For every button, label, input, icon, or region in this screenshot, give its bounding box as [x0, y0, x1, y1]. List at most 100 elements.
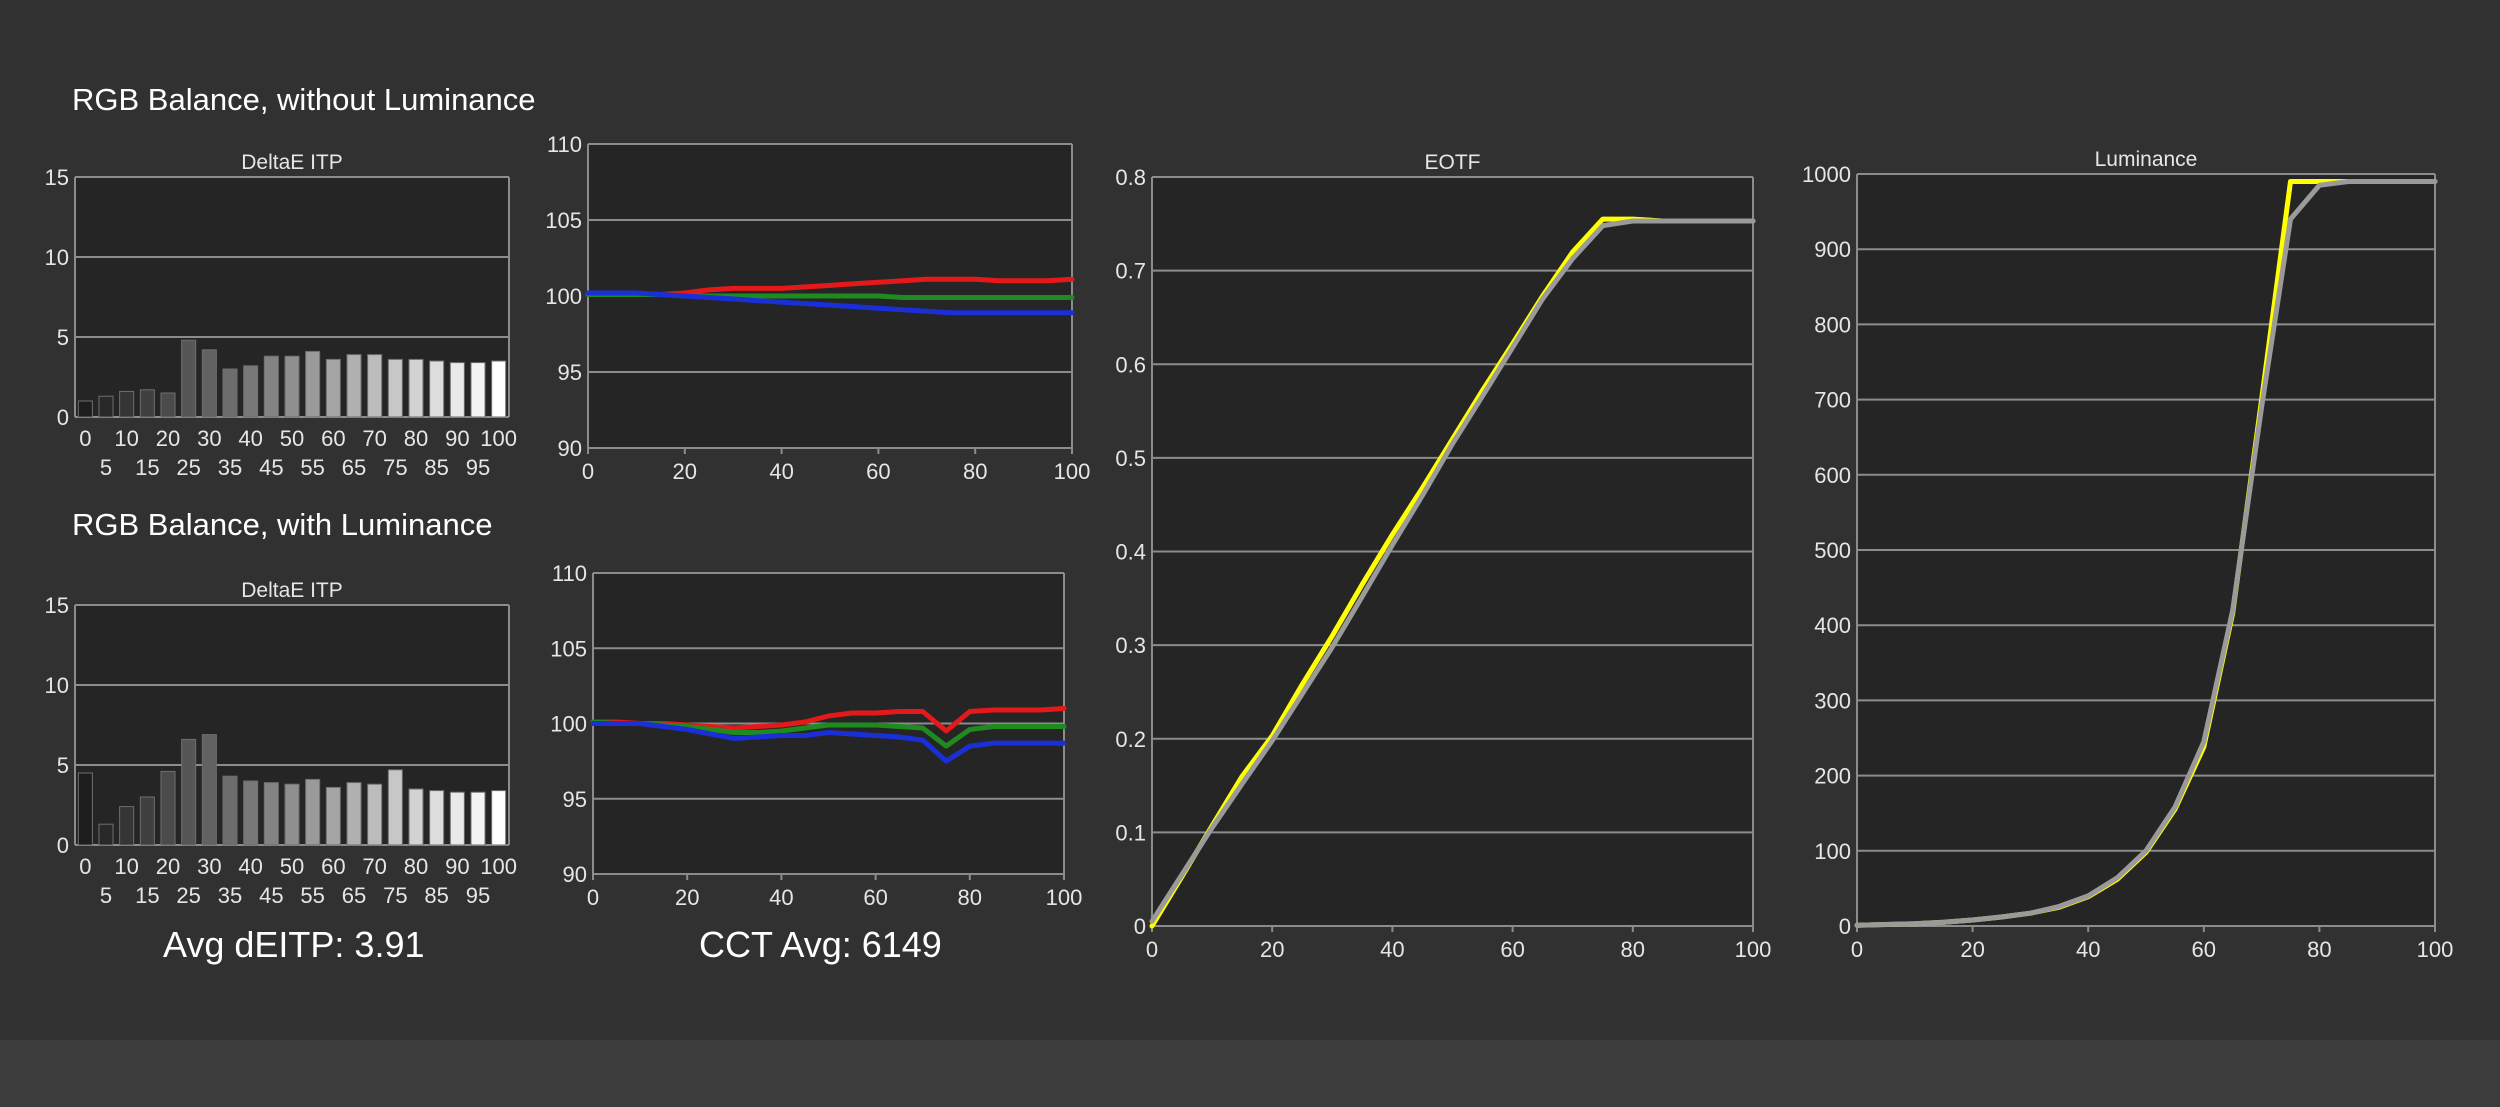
deltae_bottom-x-tick-label: 100	[480, 854, 517, 879]
rgb_bottom-y-tick-label: 95	[563, 787, 587, 812]
deltae_top-bar	[367, 354, 383, 418]
eotf-x-tick-label: 60	[1500, 937, 1524, 962]
deltae_bottom-bar	[160, 770, 176, 846]
luminance-y-tick-label: 1000	[1802, 162, 1851, 187]
deltae_top-y-tick-label: 0	[57, 405, 69, 430]
deltae_top-x-tick-label: 70	[362, 426, 386, 451]
deltae_bottom-x-tick-label: 75	[383, 883, 407, 908]
rgb_bottom-y-tick-label: 90	[563, 862, 587, 887]
deltae_top-bar	[160, 392, 176, 418]
deltae_bottom-bar	[449, 791, 465, 846]
eotf-title: EOTF	[1425, 151, 1481, 174]
deltae_bottom-bar	[387, 769, 403, 846]
deltae_bottom-x-tick-label: 45	[259, 883, 283, 908]
deltae_bottom-bar	[429, 790, 445, 846]
rgb_top-y-tick-label: 90	[558, 436, 582, 461]
deltae_bottom-x-tick-label: 20	[156, 854, 180, 879]
luminance-y-tick-label: 800	[1814, 312, 1851, 337]
deltae_top-x-tick-label: 35	[218, 455, 242, 480]
section-title-top: RGB Balance, without Luminance	[72, 82, 536, 117]
deltae_bottom-title: DeltaE ITP	[241, 579, 343, 602]
deltae_bottom-bar	[98, 823, 114, 846]
avg-deitp-label: Avg dEITP: 3.91	[163, 924, 425, 965]
deltae_bottom-bar	[346, 782, 362, 846]
deltae_bottom-bar	[491, 790, 507, 846]
deltae_bottom-y-tick-label: 5	[57, 753, 69, 778]
deltae_top-x-tick-label: 45	[259, 455, 283, 480]
deltae_bottom-x-tick-label: 50	[280, 854, 304, 879]
eotf-y-tick-label: 0.4	[1115, 540, 1146, 565]
deltae_bottom-y-tick-label: 10	[45, 673, 69, 698]
luminance-y-tick-label: 600	[1814, 463, 1851, 488]
cct-avg-label: CCT Avg: 6149	[699, 924, 942, 965]
deltae_bottom-y-tick-label: 15	[45, 593, 69, 618]
rgb_bottom-x-tick-label: 100	[1046, 885, 1083, 910]
luminance-y-tick-label: 300	[1814, 688, 1851, 713]
rgb_bottom-x-tick-label: 60	[863, 885, 887, 910]
rgb_bottom-y-tick-label: 105	[550, 636, 587, 661]
rgb_bottom-y-tick-label: 100	[550, 712, 587, 737]
deltae_top-bar	[387, 358, 403, 418]
luminance-series-line-1	[1854, 179, 2438, 928]
deltae_top-bar	[119, 390, 135, 418]
deltae_top-bar	[222, 368, 238, 418]
deltae_top-y-tick-label: 10	[45, 245, 69, 270]
luminance-title: Luminance	[2095, 148, 2198, 171]
deltae_top-x-tick-label: 15	[135, 455, 159, 480]
luminance-y-tick-label: 0	[1839, 914, 1851, 939]
deltae_bottom-x-tick-label: 55	[300, 883, 324, 908]
deltae_top-x-tick-label: 100	[480, 426, 517, 451]
deltae_bottom-x-tick-label: 35	[218, 883, 242, 908]
luminance-x-tick-label: 80	[2307, 937, 2331, 962]
deltae_bottom-bar	[263, 782, 279, 846]
deltae_bottom-bar	[181, 738, 197, 846]
deltae_bottom-bar	[325, 786, 341, 846]
deltae_top-bar	[470, 362, 486, 418]
eotf-y-tick-label: 0.2	[1115, 727, 1146, 752]
eotf-x-tick-label: 0	[1146, 937, 1158, 962]
deltae_bottom-x-tick-label: 30	[197, 854, 221, 879]
deltae_bottom-y-tick-label: 0	[57, 833, 69, 858]
rgb_top-x-tick-label: 100	[1054, 459, 1091, 484]
deltae_bottom-bar	[284, 783, 300, 846]
rgb_bottom-x-tick-label: 20	[675, 885, 699, 910]
rgb_top-x-tick-label: 60	[866, 459, 890, 484]
deltae_bottom-bar	[222, 775, 238, 846]
rgb_bottom-y-tick-label: 110	[552, 561, 587, 586]
eotf-y-tick-label: 0.6	[1115, 352, 1146, 377]
deltae_top-bar	[346, 354, 362, 418]
deltae_top-x-tick-label: 40	[238, 426, 262, 451]
deltae_top-bar	[408, 358, 424, 418]
deltae_bottom-bar	[119, 806, 135, 846]
deltae_top-x-tick-label: 60	[321, 426, 345, 451]
deltae_top-bar	[77, 400, 93, 418]
deltae_bottom-bar	[201, 734, 217, 846]
eotf-series-line-1	[1149, 218, 1756, 924]
luminance-x-tick-label: 100	[2417, 937, 2454, 962]
deltae_top-x-tick-label: 20	[156, 426, 180, 451]
deltae_top-x-tick-label: 75	[383, 455, 407, 480]
deltae_bottom-x-tick-label: 5	[100, 883, 112, 908]
section-title-bottom: RGB Balance, with Luminance	[72, 507, 493, 542]
rgb_top-y-tick-label: 100	[545, 284, 582, 309]
deltae_bottom-bar	[139, 796, 155, 846]
deltae_top-x-tick-label: 25	[176, 455, 200, 480]
eotf-x-tick-label: 40	[1380, 937, 1404, 962]
luminance-x-tick-label: 0	[1851, 937, 1863, 962]
eotf-x-tick-label: 100	[1735, 937, 1772, 962]
deltae_top-bar	[201, 349, 217, 418]
eotf-y-tick-label: 0.5	[1115, 446, 1146, 471]
deltae_bottom-bar	[243, 780, 259, 846]
deltae_top-bar	[98, 395, 114, 418]
deltae_top-x-tick-label: 5	[100, 455, 112, 480]
deltae_top-bar	[305, 350, 321, 418]
luminance-x-tick-label: 40	[2076, 937, 2100, 962]
deltae_top-x-tick-label: 50	[280, 426, 304, 451]
deltae_top-x-tick-label: 95	[466, 455, 490, 480]
luminance-y-tick-label: 700	[1814, 388, 1851, 413]
deltae_top-x-tick-label: 0	[79, 426, 91, 451]
rgb_top-x-tick-label: 80	[963, 459, 987, 484]
luminance-y-tick-label: 500	[1814, 538, 1851, 563]
